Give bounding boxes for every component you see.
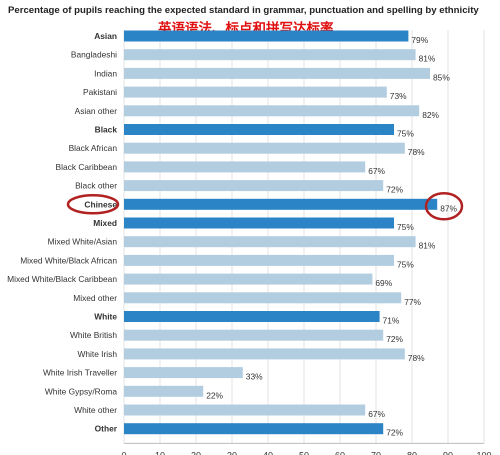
category-label: Mixed White/Black African [20, 255, 117, 265]
data-label: 22% [206, 390, 223, 400]
bar [124, 404, 366, 416]
category-label: Black African [69, 143, 118, 153]
bar [124, 292, 402, 304]
bar [124, 86, 387, 98]
data-label: 82% [422, 110, 439, 120]
x-tick-label: 10 [155, 450, 165, 455]
data-label: 67% [368, 409, 385, 419]
data-label: 79% [411, 35, 428, 45]
x-tick-label: 80 [407, 450, 417, 455]
highlight-circle-label [66, 194, 120, 215]
bar [124, 236, 416, 248]
bar [124, 423, 384, 435]
bar [124, 273, 373, 285]
bar [124, 217, 394, 229]
category-label: Black Caribbean [56, 162, 118, 172]
x-tick-label: 40 [263, 450, 273, 455]
x-tick-label: 50 [299, 450, 309, 455]
category-label: Bangladeshi [71, 50, 117, 60]
data-label: 72% [386, 185, 403, 195]
x-tick-label: 60 [335, 450, 345, 455]
bar [124, 180, 384, 192]
bar [124, 67, 430, 79]
category-label: Asian [94, 31, 117, 41]
category-label: Black other [75, 181, 117, 191]
data-label: 77% [404, 297, 421, 307]
bar [124, 198, 438, 210]
data-label: 69% [375, 278, 392, 288]
category-label: White [94, 312, 117, 322]
category-label: Mixed [93, 218, 117, 228]
bar [124, 329, 384, 341]
category-label: Asian other [75, 106, 118, 116]
highlight-circle-value [424, 192, 464, 221]
bar [124, 161, 366, 173]
category-label: Pakistani [83, 87, 117, 97]
bar [124, 367, 243, 379]
bar [124, 105, 420, 117]
category-label: White Irish Traveller [43, 368, 117, 378]
data-label: 75% [397, 259, 414, 269]
x-tick-label: 70 [371, 450, 381, 455]
data-label: 73% [390, 91, 407, 101]
data-label: 81% [419, 241, 436, 251]
x-tick-label: 100 [476, 450, 491, 455]
data-label: 33% [246, 372, 263, 382]
bar [124, 254, 394, 266]
category-label: White British [70, 330, 117, 340]
category-label: White Irish [77, 349, 117, 359]
category-label: Mixed White/Asian [48, 237, 118, 247]
x-tick-label: 0 [121, 450, 126, 455]
bar [124, 142, 405, 154]
data-label: 67% [368, 166, 385, 176]
category-label: Other [95, 424, 118, 434]
bar [124, 348, 405, 360]
bar [124, 385, 204, 397]
data-label: 75% [397, 129, 414, 139]
data-label: 75% [397, 222, 414, 232]
data-label: 71% [383, 316, 400, 326]
category-label: White Gypsy/Roma [45, 386, 117, 396]
data-label: 87% [440, 203, 457, 213]
category-label: White other [74, 405, 117, 415]
bar [124, 49, 416, 61]
category-label: Mixed other [73, 293, 117, 303]
data-label: 78% [408, 147, 425, 157]
category-label: Chinese [84, 199, 117, 209]
category-label: Black [95, 125, 118, 135]
x-tick-label: 30 [227, 450, 237, 455]
data-label: 72% [386, 334, 403, 344]
chart-title: Percentage of pupils reaching the expect… [8, 5, 479, 16]
x-tick-label: 20 [191, 450, 201, 455]
data-label: 85% [433, 72, 450, 82]
bar [124, 30, 409, 42]
data-label: 78% [408, 353, 425, 363]
data-label: 72% [386, 428, 403, 438]
bar [124, 124, 394, 135]
bar [124, 311, 380, 322]
category-label: Indian [94, 68, 117, 78]
data-label: 81% [419, 54, 436, 64]
category-label: Mixed White/Black Caribbean [7, 274, 117, 284]
x-tick-label: 90 [443, 450, 453, 455]
